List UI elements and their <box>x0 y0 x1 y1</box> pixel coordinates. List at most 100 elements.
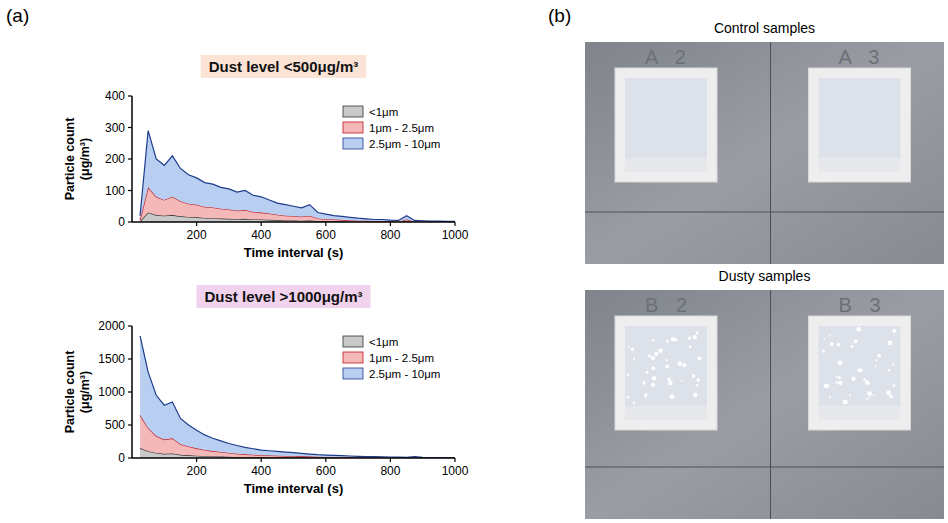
dust-speck <box>836 381 839 384</box>
x-axis <box>132 457 455 459</box>
legend-swatch <box>343 352 363 363</box>
dust-speck <box>825 384 829 388</box>
y-tick <box>128 127 132 128</box>
dust-speck <box>822 349 825 352</box>
title-box <box>197 285 371 308</box>
dust-speck <box>838 376 841 379</box>
x-axis-title: Time interval (s) <box>244 481 343 496</box>
legend-swatch <box>343 122 363 133</box>
dust-speck <box>852 377 856 381</box>
y-tick <box>128 457 132 458</box>
title-box <box>201 55 367 78</box>
dust-speck <box>645 393 647 395</box>
x-tick-label: 1000 <box>442 228 469 242</box>
sample-label: B 2 <box>645 294 693 316</box>
photo-background <box>585 290 944 519</box>
panel-letter: (b) <box>548 5 571 26</box>
dust-speck <box>696 384 698 386</box>
dust-speck <box>697 356 701 360</box>
plot-area <box>140 336 455 458</box>
y-axis-title-line: (μg/m³) <box>78 138 92 180</box>
dust-speck <box>854 339 858 343</box>
dust-speck <box>678 361 683 366</box>
legend-swatch <box>343 106 363 117</box>
dust-speck <box>693 393 697 397</box>
area-segment <box>140 336 455 458</box>
dust-speck <box>892 329 896 333</box>
y-tick <box>128 391 132 392</box>
sample-holder <box>809 68 911 182</box>
dust-speck <box>843 400 848 405</box>
dust-speck <box>869 396 871 398</box>
dust-speck <box>866 398 868 400</box>
photo: Control samplesA 2A 3 <box>585 20 944 264</box>
dust-speck <box>836 376 838 378</box>
dust-speck <box>888 341 893 346</box>
sample-holder <box>809 316 911 430</box>
dust-speck <box>889 394 893 398</box>
tray-divider <box>770 290 771 519</box>
y-tick <box>128 158 132 159</box>
chart: Dust level <500μg/m³20040060080010000100… <box>63 55 469 260</box>
y-axis-title-line: Particle count <box>63 350 77 433</box>
x-tick <box>390 458 391 462</box>
x-tick <box>390 222 391 226</box>
y-tick-label: 1500 <box>98 352 125 366</box>
dust-speck <box>696 332 699 335</box>
y-tick <box>128 424 132 425</box>
dust-speck <box>668 381 672 385</box>
y-tick-label: 0 <box>118 215 125 229</box>
x-tick <box>261 458 262 462</box>
x-axis <box>132 221 455 223</box>
legend-label: <1μm <box>369 336 398 348</box>
dust-speck <box>830 342 834 346</box>
area-edge <box>140 336 455 458</box>
sample-label: A 3 <box>839 46 886 68</box>
area-segment <box>140 131 455 222</box>
dust-speck <box>888 369 891 372</box>
y-tick-label: 1000 <box>98 385 125 399</box>
legend-swatch <box>343 138 363 149</box>
photo-background <box>585 42 944 264</box>
dust-speck <box>860 369 863 372</box>
sample-film <box>819 78 901 158</box>
dust-speck <box>823 338 825 340</box>
dust-speck <box>627 373 629 375</box>
legend: <1μm1μm - 2.5μm2.5μm - 10μm <box>343 336 440 380</box>
dust-speck <box>648 354 651 357</box>
dust-speck <box>886 390 891 395</box>
dust-speck <box>873 394 875 396</box>
dust-speck <box>850 345 853 348</box>
x-tick-label: 200 <box>187 228 207 242</box>
x-tick-label: 400 <box>251 464 271 478</box>
y-tick-label: 500 <box>105 418 125 432</box>
dust-speck <box>693 335 697 339</box>
dust-speck <box>829 334 831 336</box>
sample-holder <box>615 68 717 182</box>
photo-title: Dusty samples <box>719 268 811 284</box>
x-tick-label: 400 <box>251 228 271 242</box>
dust-speck <box>658 349 663 354</box>
dust-speck <box>688 336 691 339</box>
dust-speck <box>628 346 630 348</box>
sample-film-edge <box>625 406 707 420</box>
dust-speck <box>856 327 861 332</box>
dust-speck <box>865 380 869 384</box>
dust-speck <box>671 337 676 342</box>
dust-speck <box>892 364 894 366</box>
sample-film-edge <box>819 158 901 172</box>
legend-swatch <box>343 368 363 379</box>
dust-speck <box>696 378 700 382</box>
sample-film <box>625 326 707 406</box>
x-tick <box>454 222 455 226</box>
sample-film <box>819 326 901 406</box>
x-tick-label: 600 <box>316 464 336 478</box>
x-tick-label: 200 <box>187 464 207 478</box>
dust-speck <box>666 340 669 343</box>
y-tick-label: 2000 <box>98 319 125 333</box>
dust-speck <box>633 402 635 404</box>
dust-speck <box>877 354 881 358</box>
dust-speck <box>863 378 865 380</box>
figure: (a)(b)Dust level <500μg/m³20040060080010… <box>0 0 948 523</box>
y-tick-label: 100 <box>105 184 125 198</box>
